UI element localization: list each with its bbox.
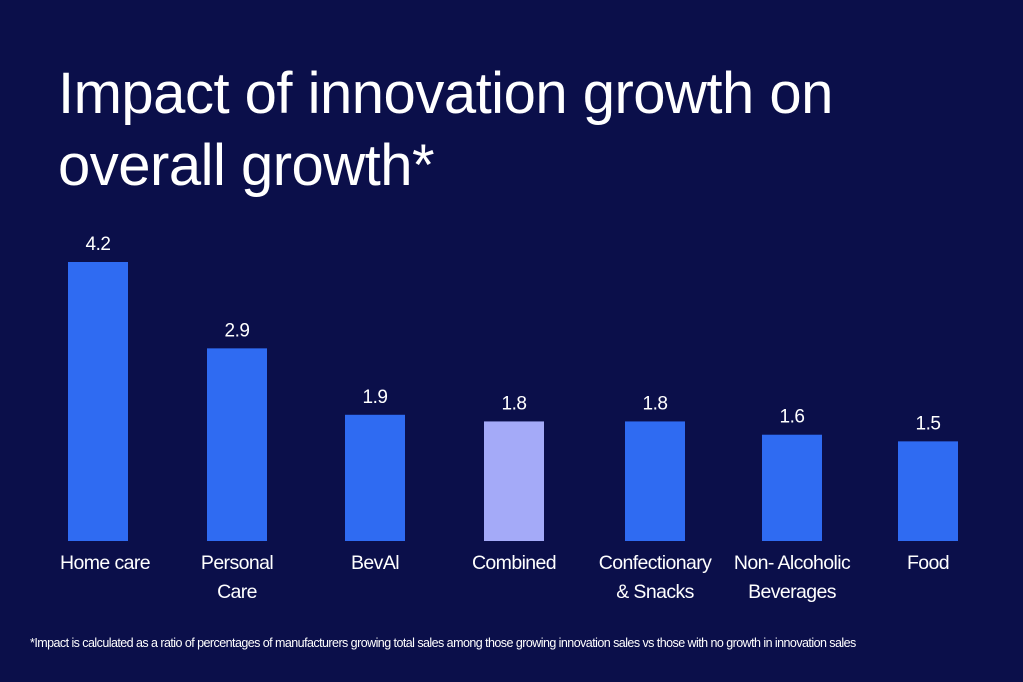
bar-2 xyxy=(345,414,405,541)
value-label-6: 1.5 xyxy=(916,413,941,434)
category-label-4-line-0: Confectionary xyxy=(599,552,712,574)
category-label-3: Combined xyxy=(472,552,556,574)
category-label-0: Home care xyxy=(60,552,150,574)
category-label-5-line-1: Beverages xyxy=(748,581,837,603)
value-label-3: 1.8 xyxy=(502,393,527,414)
bar-0 xyxy=(68,262,128,541)
value-label-2: 1.9 xyxy=(363,387,388,408)
category-label-1-line-0: Personal xyxy=(201,552,273,574)
value-label-0: 4.2 xyxy=(86,234,111,255)
bar-1 xyxy=(207,348,267,541)
value-label-4: 1.8 xyxy=(643,393,668,414)
category-label-4-line-1: & Snacks xyxy=(616,581,694,603)
bar-3 xyxy=(484,421,544,541)
category-label-6: Food xyxy=(907,552,949,574)
category-label-2: BevAl xyxy=(351,552,399,574)
value-label-1: 2.9 xyxy=(225,320,250,341)
category-label-5-line-0: Non- Alcoholic xyxy=(734,552,851,574)
category-label-1-line-1: Care xyxy=(217,581,257,603)
footnote: *Impact is calculated as a ratio of perc… xyxy=(30,636,856,650)
bar-5 xyxy=(762,434,822,541)
value-label-5: 1.6 xyxy=(780,407,805,428)
bar-4 xyxy=(625,421,685,541)
bar-6 xyxy=(898,441,958,541)
chart-title: Impact of innovation growth on overall g… xyxy=(58,61,833,198)
